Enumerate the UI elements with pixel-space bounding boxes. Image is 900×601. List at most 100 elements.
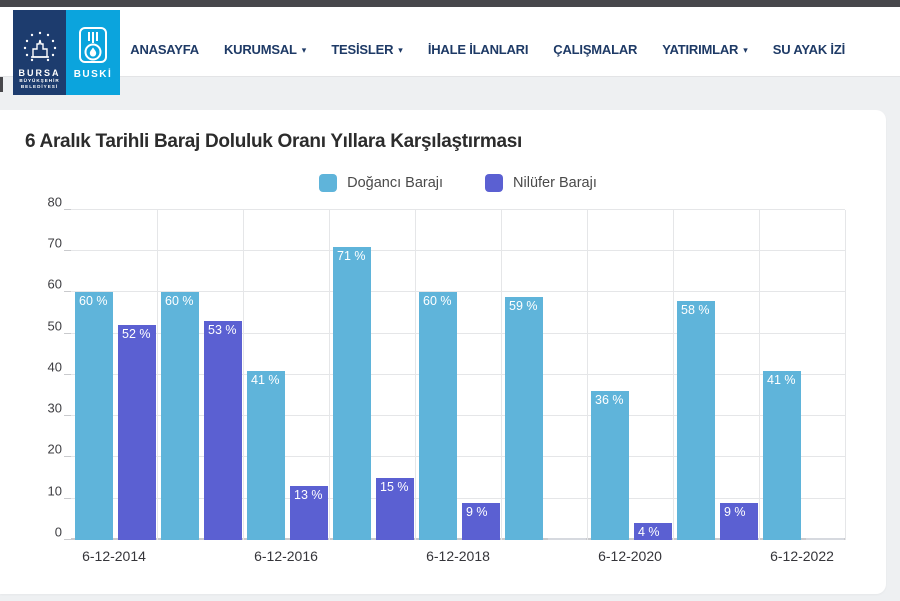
bar-s0-g1[interactable]: 60 % (161, 292, 199, 540)
logo-text-bursa: BURSA (18, 67, 61, 78)
nav-item-label: KURUMSAL (223, 41, 297, 57)
y-tick-mark (64, 456, 71, 457)
nav-item-tesi-sler[interactable]: TESİSLER ▾ (331, 42, 403, 57)
y-tick-mark (64, 209, 71, 210)
bar-s0-g6[interactable]: 36 % (591, 391, 629, 540)
bar-s0-g0[interactable]: 60 % (75, 292, 113, 540)
bursa-seal-icon (23, 31, 56, 61)
legend-item-doganci[interactable]: Doğancı Barajı (319, 174, 443, 192)
bar-s1-g4[interactable]: 9 % (462, 503, 500, 540)
bar-s0-g2[interactable]: 41 % (247, 371, 285, 540)
nav-item-label: ÇALIŞMALAR (553, 41, 638, 57)
nav-item-label: ANASAYFA (130, 41, 199, 57)
y-tick-mark (64, 374, 71, 375)
legend-label-doganci: Doğancı Barajı (347, 175, 444, 191)
nav-item-kurumsal[interactable]: KURUMSAL ▾ (224, 42, 306, 57)
legend-label-nilufer: Nilüfer Barajı (513, 175, 597, 191)
y-tick-label: 30 (47, 400, 62, 416)
window-top-edge (0, 0, 900, 7)
nav-item-label: YATIRIMLAR (662, 41, 739, 57)
gridline-x-3 (329, 210, 330, 540)
gridline-x-5 (501, 210, 502, 540)
gridline-x-4 (415, 210, 416, 540)
site-header: BURSA BÜYÜKŞEHİR BELEDİYESİ BUSKİ ANASAY… (0, 7, 900, 95)
y-tick-label: 20 (47, 441, 62, 457)
buski-drop-icon (79, 26, 107, 63)
bar-s1-g5[interactable] (548, 538, 586, 540)
logo-text-buyuksehir: BÜYÜKŞEHİR (19, 78, 60, 84)
y-tick-mark (64, 291, 71, 292)
y-tick-label: 60 (47, 276, 62, 292)
gridline-y-20 (71, 456, 845, 457)
chevron-down-icon: ▾ (743, 44, 748, 55)
nav-item-anasayfa[interactable]: ANASAYFA (130, 42, 199, 57)
x-tick-label: 6-12-2022 (770, 548, 834, 564)
gridline-y-40 (71, 374, 845, 375)
chart-legend: Doğancı Barajı Nilüfer Barajı (71, 174, 845, 192)
y-tick-mark (64, 415, 71, 416)
chevron-down-icon: ▾ (398, 44, 403, 55)
bar-value-label: 36 % (595, 393, 624, 407)
gridline-y-10 (71, 498, 845, 499)
gridline-x-2 (243, 210, 244, 540)
y-tick-label: 80 (47, 194, 62, 210)
bar-s1-g3[interactable]: 15 % (376, 478, 414, 540)
gridline-x-7 (673, 210, 674, 540)
bar-s0-g8[interactable]: 41 % (763, 371, 801, 540)
nav-item-su-ayak-i-zi-[interactable]: SU AYAK İZİ (773, 42, 845, 57)
bar-s0-g3[interactable]: 71 % (333, 247, 371, 540)
main-nav: ANASAYFA KURUMSAL ▾ TESİSLER ▾ İHALE İLANLARI… (130, 14, 845, 84)
nav-item-i-hale-i-lanlari[interactable]: İHALE İLANLARI (427, 41, 529, 57)
x-tick-label: 6-12-2020 (598, 548, 662, 564)
y-tick-label: 0 (54, 524, 62, 540)
gridline-x-6 (587, 210, 588, 540)
bar-value-label: 60 % (165, 294, 194, 308)
nav-item-label: SU AYAK İZİ (772, 41, 845, 57)
gridline-x-8 (759, 210, 760, 540)
bar-value-label: 59 % (509, 299, 538, 313)
gridline-y-80 (71, 209, 845, 210)
bar-value-label: 53 % (208, 323, 237, 337)
bar-s1-g0[interactable]: 52 % (118, 325, 156, 540)
nav-item-label: İHALE İLANLARI (427, 41, 529, 57)
nav-item-yatirimlar[interactable]: YATIRIMLAR ▾ (662, 42, 748, 57)
plot-area: 0 10 20 30 40 50 60 70 80 60 % 52 % 6-12-2014 60 % 53… (48, 195, 846, 564)
bar-value-label: 9 % (724, 505, 746, 519)
site-logo[interactable]: BURSA BÜYÜKŞEHİR BELEDİYESİ BUSKİ (13, 10, 120, 95)
bar-s1-g6[interactable]: 4 % (634, 523, 672, 540)
bar-value-label: 60 % (79, 294, 108, 308)
bar-value-label: 52 % (122, 327, 151, 341)
x-tick-label: 6-12-2014 (82, 548, 146, 564)
logo-text-buski: BUSKİ (73, 68, 113, 80)
bar-value-label: 60 % (423, 294, 452, 308)
x-tick-label: 6-12-2016 (254, 548, 318, 564)
bar-s1-g2[interactable]: 13 % (290, 486, 328, 540)
legend-swatch-doganci (319, 174, 338, 192)
logo-text-belediyesi: BELEDİYESİ (20, 84, 59, 90)
y-tick-label: 50 (47, 318, 62, 334)
bar-s1-g1[interactable]: 53 % (204, 321, 242, 540)
legend-item-nilufer[interactable]: Nilüfer Barajı (485, 174, 597, 192)
y-tick-mark (64, 539, 71, 540)
bar-s1-g8[interactable] (806, 538, 844, 540)
x-tick-label: 6-12-2018 (426, 548, 490, 564)
bar-s0-g5[interactable]: 59 % (505, 297, 543, 540)
gridline-y-70 (71, 250, 845, 251)
bar-s0-g7[interactable]: 58 % (677, 301, 715, 540)
gridline-x-1 (157, 210, 158, 540)
bursa-municipality-logo: BURSA BÜYÜKŞEHİR BELEDİYESİ (13, 10, 66, 95)
y-tick-label: 70 (47, 235, 62, 251)
y-tick-label: 40 (47, 359, 62, 375)
bar-s1-g7[interactable]: 9 % (720, 503, 758, 540)
bar-s0-g4[interactable]: 60 % (419, 292, 457, 540)
bar-value-label: 13 % (294, 488, 323, 502)
gridline-y-30 (71, 415, 845, 416)
nav-item--ali-malar[interactable]: ÇALIŞMALAR (553, 42, 637, 57)
gridline-y-60 (71, 291, 845, 292)
content-card: 6 Aralık Tarihli Baraj Doluluk Oranı Yıl… (0, 110, 886, 594)
bar-value-label: 41 % (251, 373, 280, 387)
bar-value-label: 41 % (767, 373, 796, 387)
buski-logo: BUSKİ (66, 10, 120, 95)
bar-value-label: 9 % (466, 505, 488, 519)
gridline-y-50 (71, 333, 845, 334)
